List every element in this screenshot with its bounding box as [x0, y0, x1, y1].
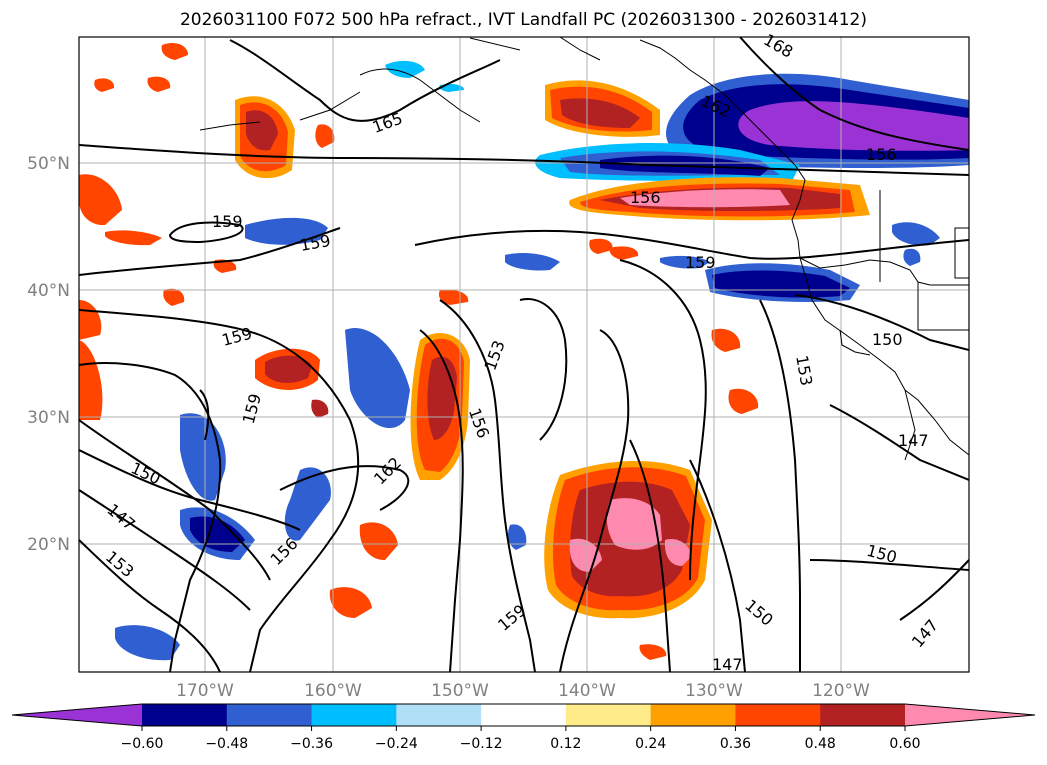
colorbar-segment	[396, 704, 482, 726]
colorbar-tick-label: −0.60	[121, 736, 164, 752]
lon-label: 120°W	[812, 681, 870, 701]
colorbar-tick-label: −0.36	[290, 736, 333, 752]
colorbar-tick-label: 0.12	[550, 736, 581, 752]
lon-label: 160°W	[304, 681, 362, 701]
lon-label: 150°W	[431, 681, 489, 701]
colorbar-tick-label: −0.12	[460, 736, 503, 752]
contour-label: 147	[712, 655, 743, 674]
map-title: 2026031100 F072 500 hPa refract., IVT La…	[179, 10, 867, 30]
colorbar-segment	[311, 704, 397, 726]
colorbar-segment	[142, 704, 228, 726]
colorbar: −0.60 −0.48 −0.36 −0.24 −0.12 0.12 0.24 0.36 0.4…	[11, 703, 1036, 752]
longitude-axis: 170°W 160°W 150°W 140°W 130°W 120°W	[176, 681, 870, 701]
lat-label: 30°N	[27, 408, 70, 428]
lon-label: 130°W	[685, 681, 743, 701]
colorbar-segment	[226, 704, 313, 726]
contour-label: 156	[866, 145, 897, 164]
lat-label: 40°N	[27, 281, 70, 301]
contour-label: 150	[872, 330, 903, 349]
colorbar-tick-label: −0.24	[375, 736, 418, 752]
colorbar-tick-label: −0.48	[205, 736, 248, 752]
contour-label: 159	[212, 212, 243, 231]
colorbar-extend-min	[12, 704, 142, 726]
colorbar-tick-label: 0.60	[889, 736, 920, 752]
latitude-axis: 50°N 40°N 30°N 20°N	[27, 154, 70, 555]
lat-label: 20°N	[27, 535, 70, 555]
lon-label: 170°W	[176, 681, 234, 701]
colorbar-segment	[481, 704, 567, 726]
colorbar-segment	[650, 704, 736, 726]
coastlines	[199, 37, 969, 461]
colorbar-tick-label: 0.24	[635, 736, 666, 752]
colorbar-segment	[820, 704, 906, 726]
lat-label: 50°N	[27, 154, 70, 174]
graticule	[79, 37, 969, 672]
colorbar-tick-label: 0.36	[720, 736, 751, 752]
colorbar-segment	[735, 704, 821, 726]
contour-label: 147	[898, 431, 929, 450]
colorbar-segment	[565, 704, 652, 726]
colorbar-tick-label: 0.48	[805, 736, 836, 752]
contour-label: 156	[630, 188, 661, 207]
lon-label: 140°W	[558, 681, 616, 701]
contour-label: 159	[685, 253, 716, 272]
height-contours	[79, 37, 969, 672]
plot-frame	[78, 36, 970, 673]
colorbar-extend-max	[905, 704, 1035, 726]
